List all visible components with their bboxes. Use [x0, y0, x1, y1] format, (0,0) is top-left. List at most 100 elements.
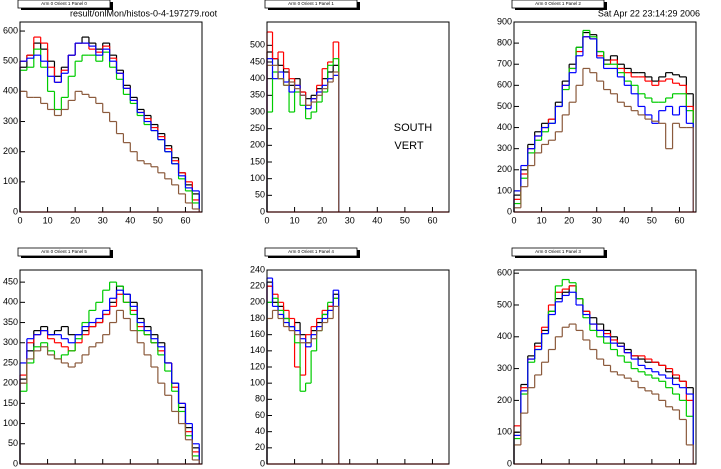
y-tick-label: 450	[3, 277, 18, 287]
y-tick-label: 300	[250, 106, 265, 116]
step-riser	[513, 36, 694, 212]
x-tick-label: 50	[400, 215, 410, 225]
histogram-series	[266, 64, 340, 212]
frame	[513, 21, 697, 213]
x-tick-label: 40	[619, 467, 629, 469]
x-tick-label: 0	[511, 467, 516, 469]
y-tick-label: 200	[497, 395, 512, 405]
y-tick-label: 140	[250, 345, 265, 355]
x-tick-label: 50	[153, 467, 163, 469]
x-tick-label: 20	[317, 215, 327, 225]
y-tick-label: 120	[250, 361, 265, 371]
x-tick-label: 30	[98, 467, 108, 469]
y-tick-label: 600	[497, 268, 512, 278]
x-tick-label: 20	[70, 467, 80, 469]
frame	[19, 269, 203, 465]
x-tick-label: 30	[345, 467, 355, 469]
x-tick-label: 40	[125, 215, 135, 225]
y-tick-label: 200	[250, 140, 265, 150]
y-tick-label: 180	[250, 313, 265, 323]
y-tick-label: 300	[497, 143, 512, 153]
step-riser	[19, 294, 200, 464]
step-riser	[19, 290, 200, 464]
x-tick-label: 20	[564, 215, 574, 225]
panel-title-box	[264, 247, 358, 257]
y-tick-label: 0	[260, 206, 265, 216]
y-tick-label: 600	[497, 80, 512, 90]
histogram-series	[266, 305, 340, 464]
x-tick-label: 30	[592, 215, 602, 225]
y-tick-label: 0	[507, 458, 512, 468]
x-tick-label: 0	[264, 467, 269, 469]
y-tick-label: 150	[3, 398, 18, 408]
y-tick-label: 100	[497, 185, 512, 195]
histogram-series	[266, 31, 340, 212]
frame	[513, 269, 697, 465]
x-tick-label: 50	[153, 215, 163, 225]
x-tick-label: 50	[647, 467, 657, 469]
y-tick-label: 300	[497, 363, 512, 373]
y-tick-label: 200	[3, 146, 18, 156]
y-tick-label: 400	[250, 73, 265, 83]
panel-title-box	[17, 0, 111, 9]
y-tick-label: 100	[250, 173, 265, 183]
x-tick-label: 30	[592, 467, 602, 469]
panel-title: Arm 0 Orient 1 Panel 5	[41, 249, 87, 254]
x-tick-label: 60	[180, 467, 190, 469]
histogram-series	[19, 90, 200, 212]
panel-title: Arm 0 Orient 1 Panel 4	[288, 249, 334, 254]
y-tick-label: 200	[250, 297, 265, 307]
x-tick-label: 0	[511, 215, 516, 225]
y-tick-label: 0	[260, 458, 265, 468]
panel-title-box	[511, 247, 605, 257]
step-riser	[266, 65, 340, 212]
y-tick-label: 450	[250, 56, 265, 66]
y-tick-label: 50	[255, 190, 265, 200]
histogram-series	[19, 293, 200, 464]
step-riser	[19, 49, 200, 212]
x-tick-label: 0	[17, 215, 22, 225]
x-tick-label: 30	[345, 215, 355, 225]
y-tick-label: 500	[250, 40, 265, 50]
x-tick-label: 10	[290, 467, 300, 469]
y-tick-label: 100	[3, 418, 18, 428]
y-tick-label: 400	[3, 297, 18, 307]
annotation: VERT	[394, 140, 423, 152]
panel-title-box	[511, 0, 605, 9]
frame	[266, 21, 450, 213]
histogram-series	[266, 297, 340, 464]
histogram-series	[19, 48, 200, 212]
y-tick-label: 400	[3, 86, 18, 96]
y-tick-label: 500	[3, 56, 18, 66]
x-tick-label: 40	[372, 215, 382, 225]
step-riser	[266, 306, 340, 464]
x-tick-label: 30	[98, 215, 108, 225]
y-tick-label: 100	[250, 378, 265, 388]
x-tick-label: 40	[619, 215, 629, 225]
step-riser	[19, 43, 200, 212]
y-tick-label: 900	[497, 16, 512, 26]
x-tick-label: 60	[427, 467, 437, 469]
x-tick-label: 60	[674, 467, 684, 469]
y-tick-label: 150	[250, 156, 265, 166]
x-tick-label: 10	[290, 215, 300, 225]
y-tick-label: 200	[3, 378, 18, 388]
x-tick-label: 10	[537, 467, 547, 469]
y-tick-label: 0	[507, 206, 512, 216]
histogram-series	[19, 289, 200, 464]
histogram-series	[513, 291, 694, 464]
frame	[19, 21, 203, 213]
step-riser	[19, 91, 200, 212]
histogram-series	[513, 323, 694, 464]
x-tick-label: 0	[17, 467, 22, 469]
y-tick-label: 80	[255, 394, 265, 404]
y-tick-label: 100	[3, 176, 18, 186]
y-tick-label: 40	[255, 426, 265, 436]
y-tick-label: 200	[497, 164, 512, 174]
y-tick-label: 350	[3, 317, 18, 327]
y-tick-label: 700	[497, 59, 512, 69]
panel-title: Arm 0 Orient 1 Panel 0	[41, 1, 87, 6]
x-tick-label: 20	[317, 467, 327, 469]
y-tick-label: 160	[250, 329, 265, 339]
